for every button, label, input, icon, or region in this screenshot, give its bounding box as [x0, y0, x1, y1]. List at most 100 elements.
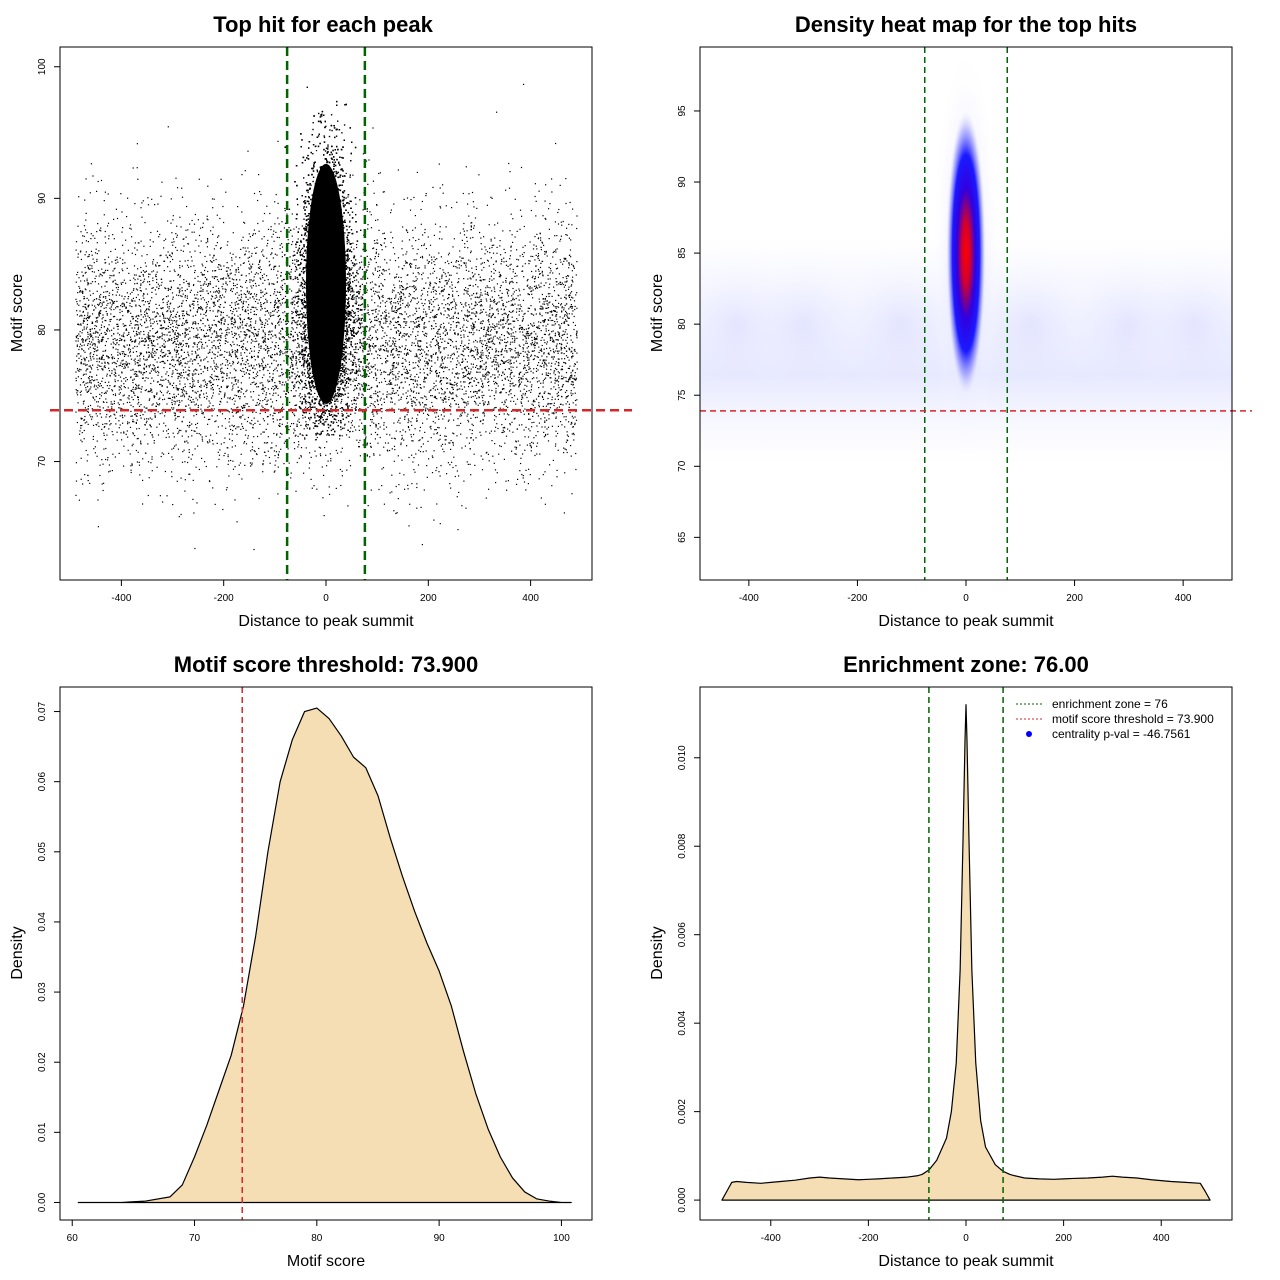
- scatter-point: [424, 365, 426, 367]
- scatter-point: [475, 266, 477, 268]
- scatter-point: [200, 294, 202, 297]
- scatter-point: [551, 399, 553, 401]
- scatter-point: [247, 247, 249, 249]
- scatter-point: [496, 367, 498, 369]
- scatter-point: [463, 480, 465, 482]
- scatter-point: [127, 296, 130, 298]
- scatter-point: [319, 453, 321, 455]
- scatter-point: [259, 191, 261, 193]
- scatter-point: [554, 323, 556, 325]
- scatter-point: [381, 485, 383, 487]
- scatter-point: [370, 489, 372, 491]
- scatter-point: [416, 420, 418, 422]
- scatter-point: [540, 249, 542, 251]
- scatter-point: [486, 259, 489, 261]
- scatter-point: [245, 390, 247, 393]
- scatter-point: [242, 309, 244, 311]
- scatter-point: [213, 353, 215, 355]
- scatter-point: [478, 318, 480, 320]
- scatter-point: [248, 317, 250, 319]
- scatter-point: [385, 320, 387, 322]
- scatter-point: [412, 461, 414, 463]
- scatter-point: [298, 288, 300, 290]
- scatter-point: [261, 251, 263, 253]
- scatter-point: [136, 362, 138, 364]
- scatter-point: [161, 308, 163, 310]
- scatter-point: [369, 318, 371, 320]
- scatter-point: [171, 399, 173, 401]
- scatter-point: [258, 497, 260, 500]
- scatter-point: [204, 325, 206, 327]
- scatter-point: [252, 285, 254, 287]
- scatter-point: [220, 368, 222, 370]
- scatter-point: [345, 284, 347, 286]
- scatter-point: [359, 262, 361, 264]
- scatter-point: [177, 336, 179, 338]
- scatter-point: [142, 281, 144, 284]
- scatter-point: [380, 349, 382, 351]
- scatter-point: [436, 277, 438, 279]
- scatter-point: [101, 286, 103, 288]
- scatter-point: [149, 330, 151, 332]
- scatter-point: [304, 394, 306, 396]
- scatter-point: [496, 331, 498, 333]
- scatter-point: [219, 403, 221, 405]
- scatter-point: [185, 430, 187, 432]
- scatter-point: [541, 308, 543, 310]
- scatter-point: [349, 373, 351, 375]
- scatter-point: [547, 293, 549, 295]
- scatter-point: [571, 291, 573, 293]
- scatter-point: [136, 419, 138, 421]
- scatter-point: [143, 304, 145, 306]
- scatter-point: [170, 222, 172, 224]
- scatter-point: [139, 275, 141, 277]
- scatter-point: [541, 362, 543, 364]
- scatter-point: [482, 375, 484, 377]
- scatter-point: [547, 312, 549, 314]
- scatter-point: [461, 447, 463, 449]
- scatter-point: [213, 379, 215, 381]
- scatter-point: [439, 278, 441, 280]
- scatter-point: [292, 365, 294, 367]
- scatter-point: [285, 396, 287, 398]
- scatter-point: [98, 315, 100, 317]
- scatter-point: [570, 299, 572, 301]
- scatter-point: [142, 316, 144, 318]
- scatter-point: [444, 392, 446, 394]
- scatter-point: [453, 352, 455, 354]
- scatter-point: [508, 359, 510, 361]
- scatter-point: [444, 262, 446, 264]
- scatter-point: [502, 427, 504, 429]
- scatter-point: [523, 313, 525, 315]
- scatter-point: [370, 214, 372, 216]
- scatter-point: [234, 285, 236, 287]
- scatter-point: [290, 358, 292, 360]
- scatter-point: [538, 402, 540, 404]
- scatter-point: [213, 331, 215, 333]
- scatter-point: [240, 415, 242, 418]
- scatter-point: [547, 307, 550, 309]
- scatter-point: [156, 271, 158, 273]
- scatter-point: [564, 448, 566, 450]
- scatter-point: [576, 227, 578, 230]
- scatter-point: [535, 200, 537, 202]
- scatter-point: [154, 368, 156, 370]
- scatter-point: [196, 354, 198, 356]
- scatter-point: [267, 242, 269, 245]
- scatter-point: [215, 368, 218, 370]
- scatter-point: [392, 363, 394, 365]
- scatter-point: [550, 350, 552, 352]
- scatter-point: [561, 369, 564, 371]
- scatter-point: [274, 455, 276, 457]
- scatter-point: [423, 243, 426, 245]
- scatter-point: [178, 375, 180, 377]
- scatter-point: [85, 240, 87, 242]
- scatter-point: [419, 353, 421, 355]
- scatter-point: [123, 386, 125, 388]
- scatter-point: [379, 321, 381, 323]
- scatter-point: [457, 312, 459, 314]
- scatter-point: [443, 288, 445, 290]
- scatter-point: [289, 377, 291, 379]
- scatter-point: [137, 333, 139, 335]
- scatter-point: [521, 424, 523, 426]
